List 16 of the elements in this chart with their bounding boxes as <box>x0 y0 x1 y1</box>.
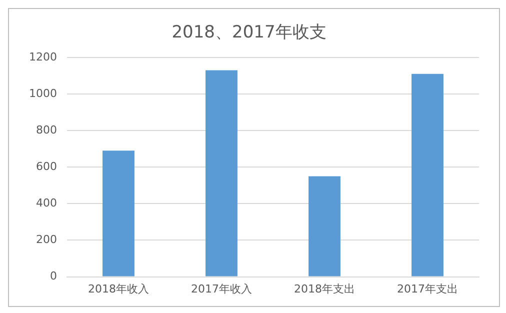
bar <box>102 150 134 276</box>
x-tick-label: 2017年支出 <box>397 282 458 296</box>
x-tick-label: 2018年支出 <box>294 282 355 296</box>
y-tick-label: 1200 <box>28 50 57 64</box>
y-tick-label: 1000 <box>28 86 57 100</box>
x-tick-label: 2017年收入 <box>190 282 252 296</box>
bar <box>206 70 238 276</box>
x-tick-label: 2018年收入 <box>88 282 149 296</box>
y-tick-label: 0 <box>50 270 57 283</box>
chart-title: 2018、2017年收支 <box>172 22 326 43</box>
y-tick-label: 200 <box>36 233 57 246</box>
bar <box>412 74 444 276</box>
y-tick-label: 800 <box>36 123 57 136</box>
y-tick-label: 600 <box>36 160 57 173</box>
y-tick-label: 400 <box>36 196 57 210</box>
bar <box>308 176 340 276</box>
